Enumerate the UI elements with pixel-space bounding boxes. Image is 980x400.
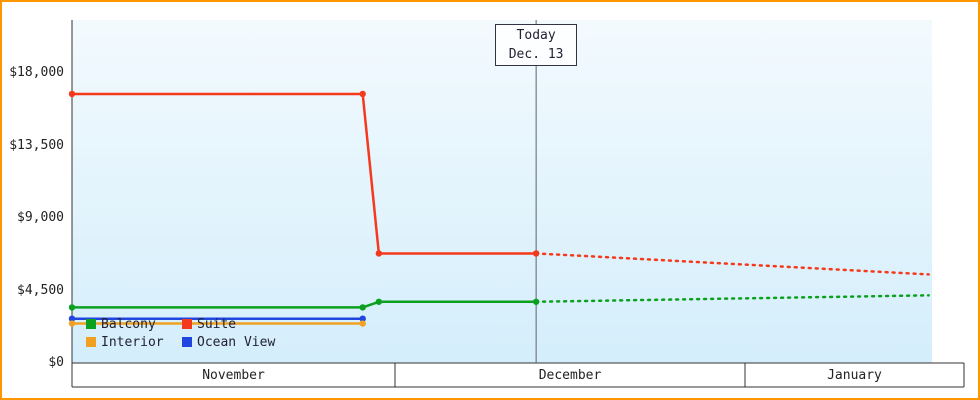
legend-label: Suite [197,316,237,332]
today-title: Today [516,28,556,43]
series-marker-suite [68,90,76,98]
legend-swatch-suite [182,319,192,329]
series-marker-suite [375,250,383,257]
series-marker-balcony [375,298,383,305]
plot-area [72,20,932,363]
legend-label: Interior [101,334,164,350]
legend-swatch-ocean-view [182,337,192,347]
series-marker-interior [359,320,366,327]
series-marker-balcony [68,304,76,311]
series-marker-interior [68,320,76,327]
series-marker-balcony [532,298,540,305]
y-axis-label: $0 [48,355,64,370]
month-label-january: January [827,368,882,383]
series-marker-suite [532,250,540,257]
series-line-balcony [70,300,538,309]
series-forecast-balcony [534,294,930,304]
today-box: Today Dec. 13 [495,24,578,66]
y-axis-label: $9,000 [17,210,64,225]
legend-label: Ocean View [197,334,276,350]
legend-swatch-balcony [86,319,96,329]
legend-item-interior: Interior [86,334,164,350]
month-label-december: December [538,368,602,383]
series-marker-ocean-view [68,315,76,322]
month-label-november: November [202,368,265,383]
series-marker-suite [359,90,366,98]
y-axis-label: $4,500 [17,282,64,298]
legend-label: Balcony [101,316,156,332]
legend-swatch-interior [86,337,96,347]
today-date: Dec. 13 [508,47,564,62]
series-forecast-suite [534,252,930,276]
y-axis-label: $18,000 [9,65,64,80]
series-line-suite [70,92,538,255]
legend-item-ocean-view: Ocean View [182,334,275,350]
series-marker-balcony [359,304,366,311]
series-marker-ocean-view [359,315,366,322]
legend-item-balcony: Balcony [86,316,156,332]
legend-item-suite: Suite [182,316,236,332]
y-axis-label: $13,500 [9,137,64,153]
